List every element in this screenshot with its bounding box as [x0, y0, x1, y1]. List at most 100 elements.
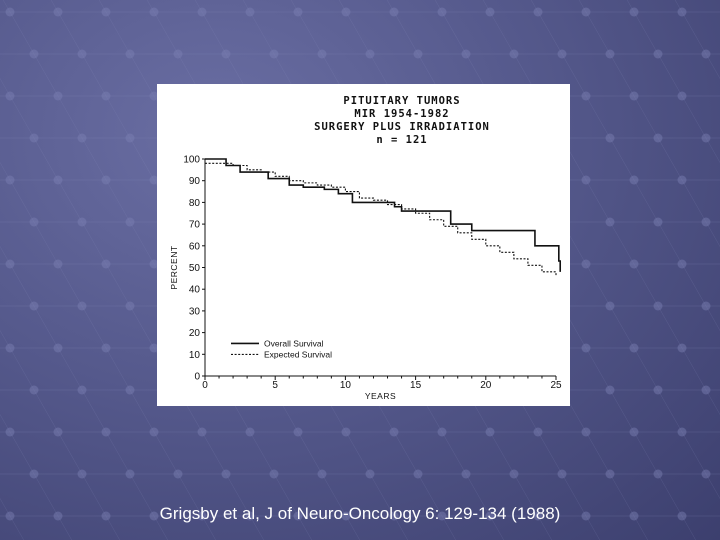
bg-line: [153, 515, 169, 540]
bg-line: [681, 431, 707, 475]
bg-dot: [677, 343, 687, 353]
bg-line: [633, 515, 649, 540]
bg-dot: [437, 427, 447, 437]
bg-dot: [101, 259, 111, 269]
y-tick-label: 50: [189, 263, 201, 274]
bg-dot: [53, 343, 63, 353]
bg-line: [609, 389, 635, 433]
bg-line: [441, 515, 457, 540]
bg-dot: [701, 385, 711, 395]
bg-dot: [245, 7, 255, 17]
bg-dot: [461, 49, 471, 59]
bg-line: [441, 431, 467, 475]
bg-line: [9, 95, 35, 139]
bg-dot: [245, 427, 255, 437]
y-tick-label: 20: [189, 328, 201, 339]
bg-line: [297, 431, 323, 475]
bg-line: [242, 0, 251, 13]
bg-dot: [701, 49, 711, 59]
bg-dot: [173, 49, 183, 59]
bg-line: [194, 0, 203, 13]
bg-dot: [53, 91, 63, 101]
bg-dot: [293, 427, 303, 437]
bg-dot: [77, 469, 87, 479]
bg-dot: [149, 259, 159, 269]
chart-title-line-4: n = 121: [376, 134, 427, 146]
chart-figure: PITUITARY TUMORS MIR 1954-1982 SURGERY P…: [157, 84, 570, 406]
bg-line: [98, 0, 107, 13]
bg-dot: [653, 301, 663, 311]
bg-line: [33, 389, 59, 433]
bg-line: [706, 0, 720, 12]
bg-dot: [629, 259, 639, 269]
bg-line: [33, 53, 59, 97]
bg-dot: [677, 7, 687, 17]
bg-line: [482, 0, 491, 13]
bg-dot: [677, 259, 687, 269]
bg-line: [146, 0, 155, 13]
bg-dot: [317, 49, 327, 59]
bg-dot: [677, 175, 687, 185]
bg-dot: [533, 7, 543, 17]
bg-dot: [269, 49, 279, 59]
y-tick-label: 30: [189, 306, 201, 317]
bg-dot: [701, 301, 711, 311]
bg-dot: [125, 49, 135, 59]
chart-title-line-1: PITUITARY TUMORS: [343, 95, 460, 107]
bg-dot: [437, 7, 447, 17]
bg-dot: [5, 259, 15, 269]
bg-dot: [629, 7, 639, 17]
bg-dot: [365, 49, 375, 59]
bg-dot: [677, 91, 687, 101]
bg-line: [153, 431, 179, 475]
bg-line: [585, 515, 601, 540]
bg-dot: [29, 217, 39, 227]
bg-dot: [293, 7, 303, 17]
bg-line: [105, 515, 121, 540]
bg-line: [0, 245, 11, 265]
bg-line: [609, 137, 635, 181]
bg-line: [537, 515, 553, 540]
bg-dot: [317, 469, 327, 479]
bg-dot: [5, 343, 15, 353]
bg-line: [129, 305, 155, 349]
bg-dot: [581, 91, 591, 101]
bg-line: [249, 515, 265, 540]
bg-line: [345, 515, 361, 540]
bg-dot: [149, 175, 159, 185]
bg-line: [441, 11, 467, 55]
bg-line: [33, 305, 59, 349]
bg-dot: [533, 427, 543, 437]
bg-dot: [581, 259, 591, 269]
citation-text: Grigsby et al, J of Neuro-Oncology 6: 12…: [159, 504, 561, 523]
bg-dot: [221, 469, 231, 479]
bg-dot: [53, 427, 63, 437]
bg-dot: [605, 217, 615, 227]
bg-dot: [629, 91, 639, 101]
y-tick-label: 100: [183, 155, 200, 166]
bg-line: [225, 473, 251, 517]
bg-line: [393, 515, 409, 540]
bg-line: [657, 221, 683, 265]
bg-line: [705, 389, 720, 416]
bg-line: [177, 473, 203, 517]
bg-dot: [581, 511, 591, 521]
bg-line: [705, 53, 720, 80]
x-tick-label: 0: [202, 380, 208, 391]
bg-line: [585, 11, 611, 55]
bg-dot: [509, 49, 519, 59]
bg-line: [105, 431, 131, 475]
bg-line: [681, 179, 707, 223]
bg-dot: [53, 259, 63, 269]
bg-line: [81, 221, 107, 265]
bg-dot: [341, 511, 351, 521]
bg-dot: [581, 343, 591, 353]
bg-dot: [5, 91, 15, 101]
bg-line: [57, 11, 83, 55]
x-tick-label: 15: [410, 380, 422, 391]
bg-line: [0, 161, 11, 181]
bg-dot: [197, 427, 207, 437]
x-axis-label: YEARS: [365, 391, 396, 401]
bg-line: [393, 431, 419, 475]
bg-dot: [653, 217, 663, 227]
